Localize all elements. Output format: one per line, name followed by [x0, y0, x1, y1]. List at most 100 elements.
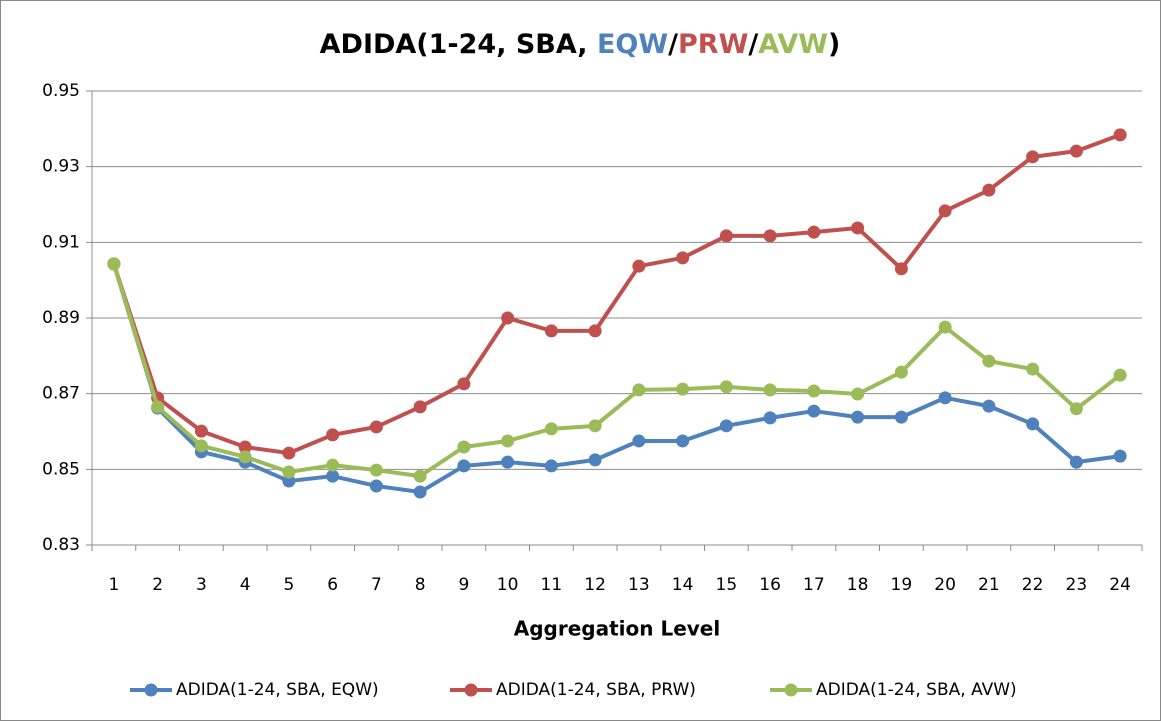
x-tick-label: 1 — [108, 575, 119, 595]
point — [282, 446, 296, 460]
title-part: AVW — [758, 29, 828, 60]
point — [763, 383, 777, 397]
x-tick-label: 2 — [152, 575, 163, 595]
point — [501, 455, 515, 469]
point — [544, 422, 558, 436]
point — [851, 410, 865, 424]
y-tick-label: 0.95 — [42, 81, 80, 101]
point — [1069, 144, 1083, 158]
x-tick-label: 16 — [759, 575, 781, 595]
point — [894, 365, 908, 379]
legend-marker — [784, 683, 798, 697]
point — [326, 428, 340, 442]
point — [938, 320, 952, 334]
point — [282, 465, 296, 479]
x-tick-label: 22 — [1022, 575, 1044, 595]
point — [501, 311, 515, 325]
x-tick-label: 23 — [1066, 575, 1088, 595]
y-tick-label: 0.91 — [42, 232, 80, 252]
point — [1026, 417, 1040, 431]
point — [894, 262, 908, 276]
point — [413, 485, 427, 499]
point — [413, 400, 427, 414]
x-tick-label: 6 — [327, 575, 338, 595]
point — [982, 354, 996, 368]
point — [1113, 368, 1127, 382]
point — [1113, 449, 1127, 463]
point — [369, 479, 383, 493]
point — [326, 469, 340, 483]
title-part: EQW — [597, 29, 668, 60]
point — [588, 453, 602, 467]
x-tick-label: 19 — [891, 575, 913, 595]
point — [107, 257, 121, 271]
point — [282, 474, 296, 488]
point — [457, 377, 471, 391]
x-tick-label: 24 — [1109, 575, 1131, 595]
point — [194, 424, 208, 438]
x-axis-label: Aggregation Level — [514, 617, 720, 641]
point — [719, 229, 733, 243]
point — [457, 440, 471, 454]
point — [151, 400, 165, 414]
point — [413, 469, 427, 483]
point — [238, 450, 252, 464]
point — [457, 459, 471, 473]
title-part: / — [748, 29, 758, 60]
point — [544, 324, 558, 338]
point — [676, 434, 690, 448]
x-tick-label: 21 — [978, 575, 1000, 595]
point — [719, 380, 733, 394]
x-tick-label: 15 — [716, 575, 738, 595]
title-part: ) — [828, 29, 840, 60]
x-tick-label: 11 — [541, 575, 563, 595]
chart-title: ADIDA(1-24, SBA, EQW/PRW/AVW) — [320, 29, 841, 60]
point — [544, 459, 558, 473]
point — [1069, 402, 1083, 416]
title-part: / — [668, 29, 678, 60]
point — [632, 383, 646, 397]
y-tick-label: 0.93 — [42, 157, 80, 177]
y-tick-label: 0.83 — [42, 535, 80, 555]
x-tick-label: 5 — [283, 575, 294, 595]
point — [588, 324, 602, 338]
point — [632, 259, 646, 273]
point — [676, 382, 690, 396]
point — [238, 440, 252, 454]
point — [676, 251, 690, 265]
point — [982, 183, 996, 197]
point — [632, 434, 646, 448]
x-tick-label: 12 — [584, 575, 606, 595]
point — [982, 399, 996, 413]
legend-label: ADIDA(1-24, SBA, PRW) — [496, 680, 696, 700]
series-line — [111, 263, 1121, 495]
x-tick-label: 7 — [371, 575, 382, 595]
title-part: ADIDA(1-24, SBA, — [320, 29, 597, 60]
x-tick-label: 20 — [934, 575, 956, 595]
point — [807, 225, 821, 239]
point — [501, 434, 515, 448]
point — [194, 439, 208, 453]
x-tick-label: 18 — [847, 575, 869, 595]
x-tick-label: 4 — [240, 575, 251, 595]
x-tick-label: 13 — [628, 575, 650, 595]
point — [763, 411, 777, 425]
legend-marker — [464, 683, 478, 697]
point — [938, 204, 952, 218]
point — [807, 404, 821, 418]
point — [588, 419, 602, 433]
point — [719, 419, 733, 433]
point — [1026, 362, 1040, 376]
x-tick-label: 3 — [196, 575, 207, 595]
x-tick-label: 10 — [497, 575, 519, 595]
y-tick-label: 0.87 — [42, 384, 80, 404]
legend-label: ADIDA(1-24, SBA, EQW) — [176, 680, 379, 700]
legend-label: ADIDA(1-24, SBA, AVW) — [816, 680, 1017, 700]
point — [1026, 150, 1040, 164]
legend-marker — [144, 683, 158, 697]
point — [851, 221, 865, 235]
y-tick-label: 0.85 — [42, 459, 80, 479]
point — [369, 420, 383, 434]
